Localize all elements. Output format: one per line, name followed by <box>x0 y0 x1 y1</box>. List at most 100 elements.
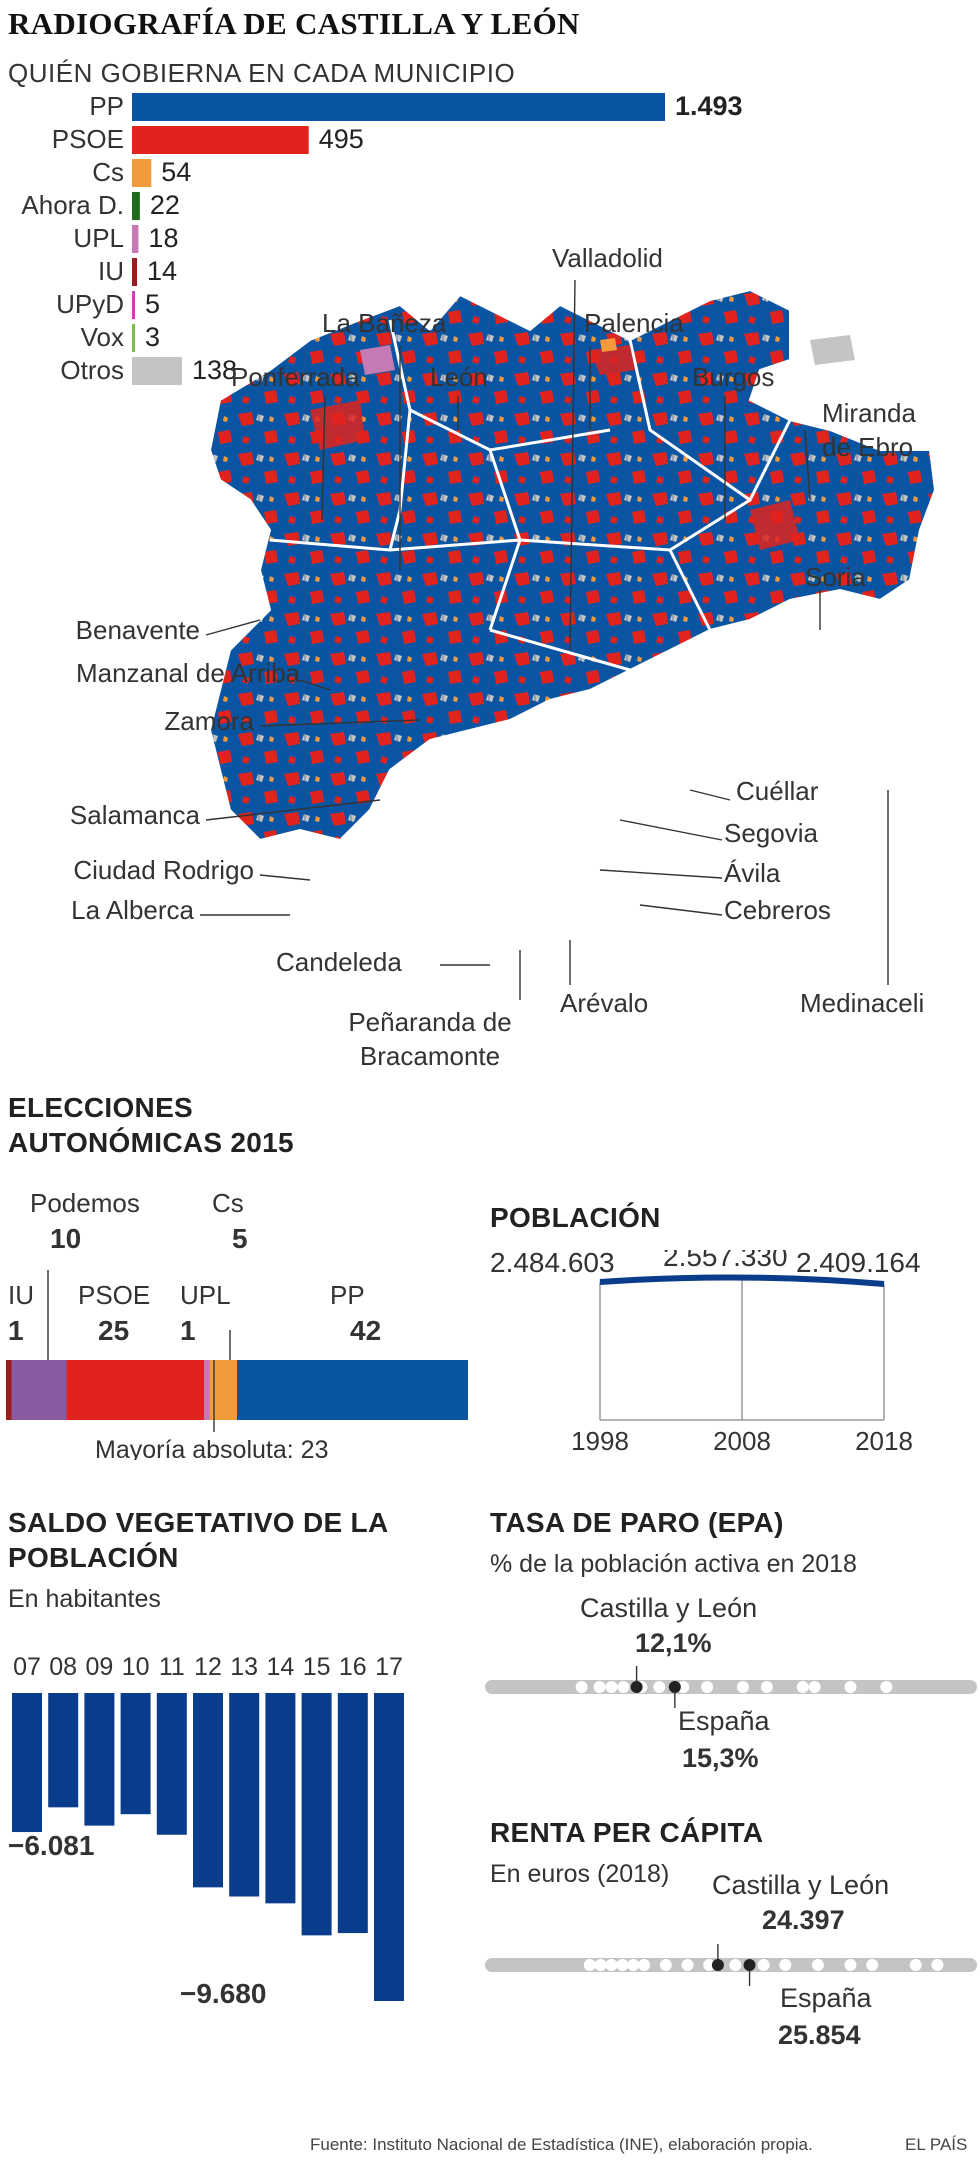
elec-seat-value: 5 <box>232 1223 248 1254</box>
saldo-year-label: 15 <box>303 1653 331 1681</box>
saldo-bar <box>156 1693 187 1835</box>
saldo-bar-chart: 0708091011121314151617−6.081−9.680−11.91… <box>8 1653 404 2009</box>
muni-bar <box>132 93 665 121</box>
renta-title: RENTA PER CÁPITA <box>490 1817 764 1848</box>
saldo-subtitle: En habitantes <box>8 1585 161 1613</box>
muni-value-label: 22 <box>150 190 180 220</box>
muni-bar <box>132 291 135 319</box>
pob-year-label: 1998 <box>571 1426 629 1456</box>
muni-category-label: PSOE <box>52 124 124 154</box>
saldo-year-label: 07 <box>13 1653 41 1681</box>
strip-dot <box>638 1959 651 1971</box>
renta-subtitle: En euros (2018) <box>490 1860 670 1888</box>
muni-value-label: 1.493 <box>675 91 743 121</box>
saldo-title: SALDO VEGETATIVO DE LA POBLACIÓN <box>8 1507 388 1573</box>
poblacion-line-chart: 2.484.603 1998 2.557.330 2008 2.409.164 2018 <box>490 1250 921 1456</box>
map-city-label: Candeleda <box>276 947 402 977</box>
elec-party-label: IU <box>8 1280 34 1310</box>
strip-dot <box>594 1959 607 1971</box>
map-city-label: Arévalo <box>560 988 649 1018</box>
map-city-label: Peñaranda de Bracamonte <box>348 1007 512 1071</box>
map-city-label: Burgos <box>692 362 775 392</box>
strip-dot <box>593 1681 606 1693</box>
elecciones-bar-chart: IU 1 Podemos 10 PSOE 25 UPL 1 Cs 5 PP 42 Mayoría abs… <box>6 1188 468 1460</box>
strip-dot <box>844 1681 857 1693</box>
saldo-bar <box>229 1693 260 1897</box>
muni-category-label: UPyD <box>56 289 124 319</box>
muni-bar <box>132 126 309 154</box>
map-city-label: León <box>430 362 488 392</box>
municipios-bar-chart: PP 1.493 PSOE 495 Cs 54 Ahora D. 22 UPL 18 IU 14 UPy… <box>21 91 743 385</box>
strip-dot <box>653 1681 666 1693</box>
strip-dot <box>681 1959 694 1971</box>
muni-bar <box>132 159 152 187</box>
muni-value-label: 5 <box>145 289 160 319</box>
saldo-bar <box>120 1693 151 1815</box>
strip-dot <box>844 1959 857 1971</box>
paro-subtitle: % de la población activa en 2018 <box>490 1550 857 1578</box>
elecciones-title: ELECCIONES AUTONÓMICAS 2015 <box>8 1092 294 1158</box>
muni-category-label: Otros <box>60 355 124 385</box>
elec-party-label: UPL <box>180 1280 231 1310</box>
paro-dot-chart <box>485 1666 977 1708</box>
strip-dot <box>703 1959 716 1971</box>
region-dot <box>630 1681 643 1693</box>
strip-dot <box>575 1681 588 1693</box>
map-city-label: Ávila <box>724 858 781 888</box>
elec-party-label: PP <box>330 1280 365 1310</box>
saldo-bar <box>193 1693 223 1888</box>
saldo-bar <box>84 1693 115 1826</box>
renta-dot-chart <box>485 1944 977 1986</box>
strip-dot <box>729 1959 742 1971</box>
map-leader-line <box>639 904 723 916</box>
map-city-label: Ciudad Rodrigo <box>73 855 254 885</box>
elec-seat-value: 25 <box>98 1315 129 1346</box>
map-city-label: Segovia <box>724 818 818 848</box>
map-city-label: Valladolid <box>552 243 663 273</box>
muni-bar <box>132 225 139 253</box>
saldo-year-label: 09 <box>85 1653 113 1681</box>
strip-dot <box>757 1959 770 1971</box>
saldo-bar <box>374 1693 404 2001</box>
elec-seat-value: 1 <box>8 1315 24 1346</box>
saldo-year-label: 12 <box>194 1653 222 1681</box>
region-dot <box>711 1959 724 1971</box>
page-title: RADIOGRAFÍA DE CASTILLA Y LEÓN <box>8 6 580 41</box>
saldo-year-label: 16 <box>339 1653 367 1681</box>
muni-value-label: 18 <box>148 223 178 253</box>
strip-dot <box>627 1959 640 1971</box>
map-city-label: Salamanca <box>69 800 200 830</box>
saldo-bar <box>301 1693 332 1936</box>
saldo-bar <box>12 1693 42 1833</box>
elec-seat-value: 10 <box>50 1223 81 1254</box>
pob-year-label: 2018 <box>855 1426 913 1456</box>
elec-segment <box>6 1360 12 1420</box>
muni-value-label: 54 <box>161 157 191 187</box>
renta-spain-value: 25.854 <box>778 2020 861 2050</box>
strip-dot <box>701 1681 714 1693</box>
muni-category-label: Vox <box>81 322 124 352</box>
elec-party-label: PSOE <box>78 1280 150 1310</box>
pob-line <box>599 1274 885 1287</box>
muni-value-label: 138 <box>192 355 237 385</box>
strip-dot <box>779 1959 792 1971</box>
strip-dot <box>866 1959 879 1971</box>
source-note: Fuente: Instituto Nacional de Estadístic… <box>310 2135 813 2154</box>
spain-dot <box>668 1681 681 1693</box>
muni-value-label: 14 <box>147 256 177 286</box>
map-city-label: Miranda de Ebro <box>822 398 916 462</box>
saldo-year-label: 08 <box>49 1653 77 1681</box>
saldo-bar <box>48 1693 79 1808</box>
strip-dot <box>811 1959 824 1971</box>
strip-dot <box>931 1959 944 1971</box>
saldo-year-label: 17 <box>375 1653 403 1681</box>
strip-dot <box>796 1681 809 1693</box>
map-city-label: Manzanal de Arriba <box>75 658 300 688</box>
elec-party-label: Podemos <box>30 1188 140 1218</box>
renta-region-label: Castilla y León <box>712 1870 890 1900</box>
pob-year-label: 2008 <box>713 1426 771 1456</box>
spain-dot <box>743 1959 756 1971</box>
page-subtitle: QUIÉN GOBIERNA EN CADA MUNICIPIO <box>8 58 516 88</box>
paro-region-value: 12,1% <box>635 1628 712 1658</box>
muni-category-label: Cs <box>92 157 124 187</box>
